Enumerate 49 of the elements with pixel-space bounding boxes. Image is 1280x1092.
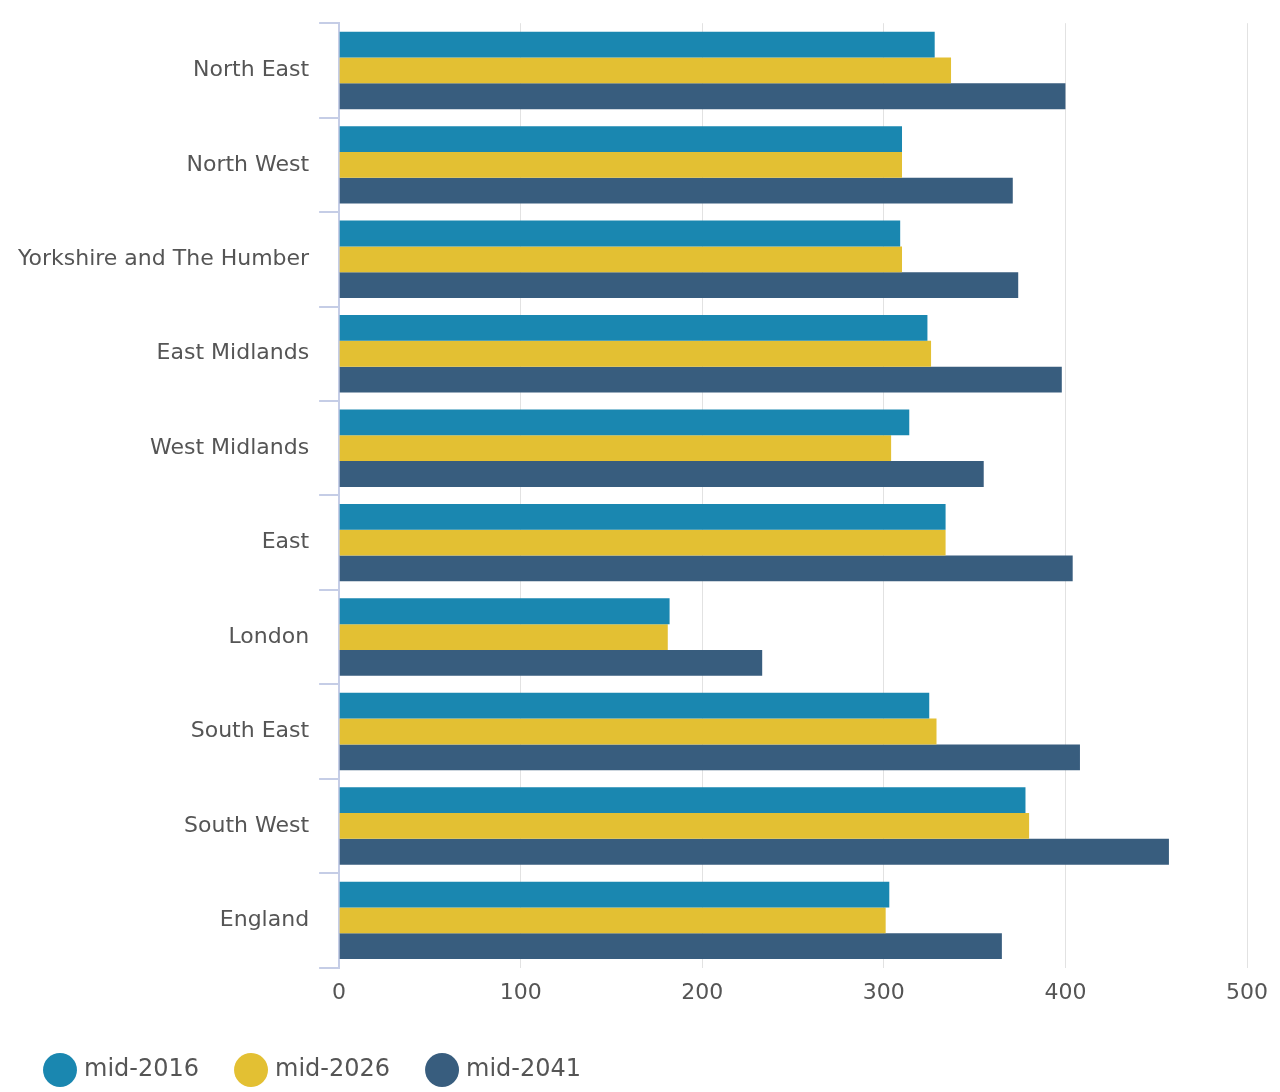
bar bbox=[339, 555, 1073, 582]
legend-label: mid-2026 bbox=[275, 1054, 391, 1083]
bar bbox=[339, 177, 1013, 204]
y-tick-label: Yorkshire and The Humber bbox=[17, 245, 311, 271]
bar bbox=[339, 83, 1066, 110]
bar bbox=[339, 151, 903, 178]
x-tick-label: 0 bbox=[332, 978, 347, 1004]
y-tick-label: North East bbox=[193, 56, 310, 82]
bar bbox=[339, 838, 1169, 865]
bar bbox=[339, 787, 1026, 814]
bar bbox=[339, 340, 932, 367]
bar bbox=[339, 435, 892, 462]
bar bbox=[339, 744, 1080, 771]
bar bbox=[339, 315, 928, 341]
bar bbox=[339, 409, 910, 436]
bar bbox=[339, 649, 763, 676]
y-tick-label: West Midlands bbox=[150, 433, 310, 459]
bar bbox=[339, 31, 935, 58]
y-tick-label: South West bbox=[184, 811, 310, 837]
bar bbox=[339, 881, 890, 908]
bar bbox=[339, 126, 903, 152]
y-tick-label: North West bbox=[186, 150, 310, 176]
bar bbox=[339, 598, 670, 625]
bar bbox=[339, 220, 901, 247]
legend-label: mid-2041 bbox=[466, 1054, 582, 1083]
x-tick-label: 100 bbox=[499, 978, 542, 1004]
bar bbox=[339, 933, 1002, 960]
bar bbox=[339, 529, 946, 556]
bar bbox=[339, 692, 930, 719]
y-tick-label: South East bbox=[190, 717, 310, 743]
x-tick-label: 200 bbox=[681, 978, 724, 1004]
bar bbox=[339, 624, 668, 650]
bar bbox=[339, 813, 1030, 839]
bar bbox=[339, 272, 1019, 299]
bar bbox=[339, 907, 886, 934]
x-tick-label: 300 bbox=[862, 978, 905, 1004]
x-tick-label: 400 bbox=[1044, 978, 1087, 1004]
bar bbox=[339, 503, 946, 530]
y-tick-label: East Midlands bbox=[156, 339, 310, 365]
bar bbox=[339, 718, 937, 745]
y-tick-label: England bbox=[219, 906, 310, 932]
bar bbox=[339, 366, 1062, 393]
y-tick-label: East bbox=[261, 528, 310, 554]
bar bbox=[339, 461, 984, 487]
y-tick-label: London bbox=[228, 622, 310, 648]
bar bbox=[339, 246, 903, 273]
legend-label: mid-2016 bbox=[84, 1054, 200, 1083]
bar bbox=[339, 57, 952, 84]
x-tick-label: 500 bbox=[1226, 978, 1268, 1004]
